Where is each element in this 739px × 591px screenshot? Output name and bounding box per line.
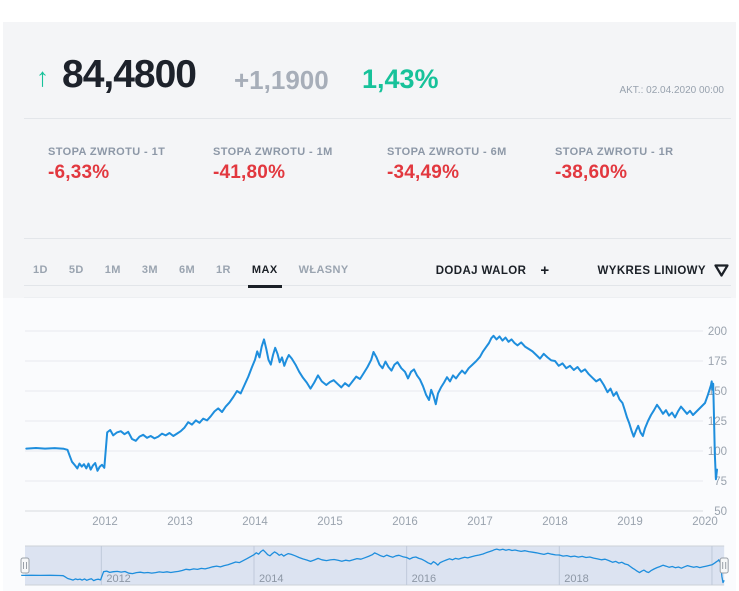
return-card-6m: STOPA ZWROTU - 6M -34,49% — [387, 146, 547, 184]
tab-range-1m[interactable]: 1M — [104, 263, 121, 276]
return-card-1t: STOPA ZWROTU - 1T -6,33% — [48, 146, 208, 184]
return-value: -6,33% — [48, 162, 110, 183]
navigator-x-label: 2014 — [259, 573, 283, 585]
return-label: STOPA ZWROTU - 1T — [48, 146, 166, 158]
y-axis-label: 175 — [708, 356, 727, 368]
navigator-x-label: 2018 — [564, 573, 588, 585]
current-price: 84,4800 — [62, 53, 197, 96]
return-label: STOPA ZWROTU - 1M — [213, 146, 333, 158]
chevron-down-icon — [714, 264, 729, 277]
tab-range-1d[interactable]: 1D — [33, 263, 48, 276]
x-axis-label: 2016 — [392, 516, 418, 528]
x-axis-label: 2013 — [167, 516, 193, 528]
x-axis-label: 2020 — [692, 516, 718, 528]
x-axis-label: 2015 — [317, 516, 343, 528]
return-label: STOPA ZWROTU - 1R — [555, 146, 674, 158]
chart-pane — [3, 298, 736, 591]
navigator-series-line — [21, 548, 725, 584]
navigator-handle-left[interactable] — [20, 557, 30, 574]
chart-toolbar: 1D 5D 1M 3M 6M 1R MAX WŁASNY DODAJ WALOR… — [24, 256, 731, 288]
tab-range-1r[interactable]: 1R — [216, 263, 231, 276]
navigator-handle-right[interactable] — [719, 557, 729, 574]
navigator-x-label: 2016 — [412, 573, 436, 585]
return-card-1m: STOPA ZWROTU - 1M -41,80% — [213, 146, 373, 184]
y-axis-label: 200 — [708, 326, 727, 338]
price-series-line — [25, 334, 718, 481]
divider — [24, 297, 731, 298]
y-axis-label: 50 — [714, 506, 727, 518]
price-change: +1,1900 — [234, 65, 329, 95]
return-value: -41,80% — [213, 162, 286, 183]
divider — [24, 238, 731, 239]
plus-icon: + — [540, 262, 550, 279]
price-change-percent: 1,43% — [362, 64, 439, 94]
return-label: STOPA ZWROTU - 6M — [387, 146, 507, 158]
add-instrument-button[interactable]: DODAJ WALOR + — [436, 262, 550, 279]
tab-range-max[interactable]: MAX — [247, 256, 282, 288]
x-axis-label: 2018 — [542, 516, 568, 528]
navigator[interactable]: 2012 2014 2016 2018 — [0, 544, 739, 591]
chart-type-dropdown[interactable]: WYKRES LINIOWY — [598, 264, 729, 277]
y-axis-label: 75 — [714, 476, 727, 488]
tab-range-5d[interactable]: 5D — [68, 263, 84, 276]
x-axis-label: 2019 — [617, 516, 643, 528]
up-arrow-icon: ↑ — [36, 62, 49, 92]
y-axis-label: 100 — [708, 446, 727, 458]
last-update-timestamp: AKT.: 02.04.2020 00:00 — [619, 85, 724, 96]
y-axis-label: 125 — [708, 416, 727, 428]
return-card-1r: STOPA ZWROTU - 1R -38,60% — [555, 146, 715, 184]
add-instrument-label: DODAJ WALOR — [435, 264, 527, 277]
x-axis-label: 2014 — [242, 516, 268, 528]
divider — [24, 118, 731, 119]
return-value: -34,49% — [387, 162, 460, 183]
tab-range-wlasny[interactable]: WŁASNY — [298, 263, 349, 276]
navigator-x-label: 2012 — [106, 573, 130, 585]
x-axis-label: 2012 — [92, 516, 118, 528]
chart-type-label: WYKRES LINIOWY — [597, 264, 706, 277]
return-value: -38,60% — [555, 162, 628, 183]
x-axis-label: 2017 — [467, 516, 493, 528]
tab-range-6m[interactable]: 6M — [178, 263, 196, 276]
tab-range-3m[interactable]: 3M — [141, 263, 158, 276]
